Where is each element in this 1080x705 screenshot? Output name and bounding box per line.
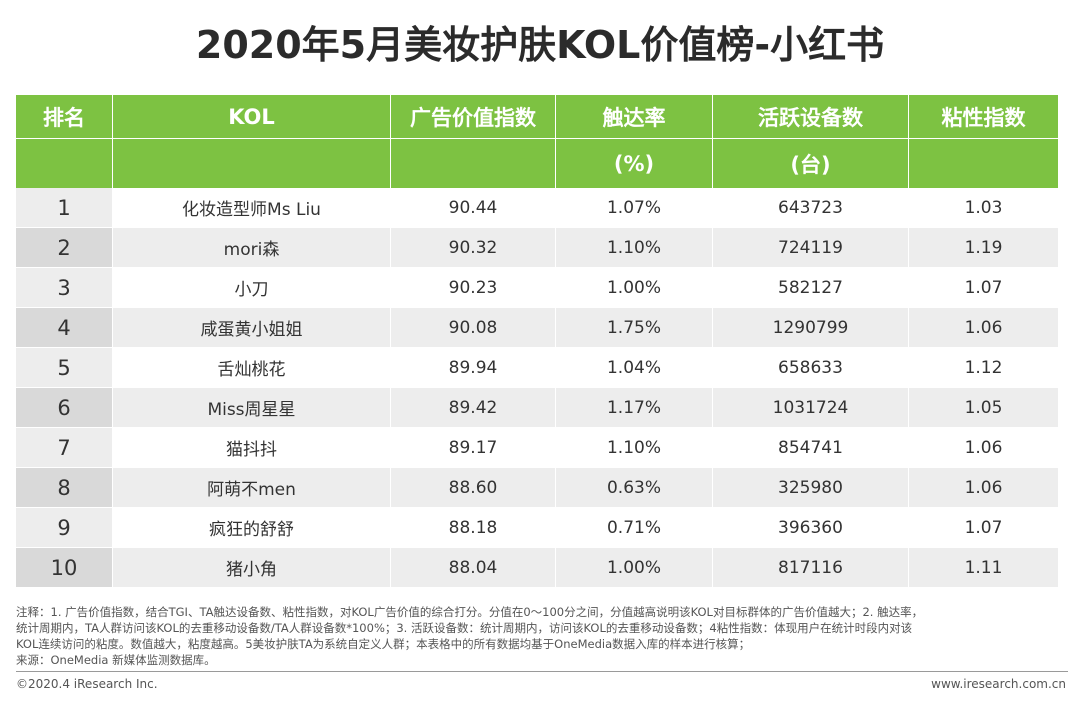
header-row: 排名 KOL 广告价值指数 触达率 活跃设备数 粘性指数: [16, 95, 1058, 139]
cell-kol: mori森: [113, 228, 391, 268]
cell-rank: 9: [16, 508, 113, 548]
cell-ad-value: 88.60: [391, 468, 556, 508]
footnotes: 注释：1. 广告价值指数，结合TGI、TA触达设备数、粘性指数，对KOL广告价值…: [16, 604, 1066, 668]
cell-devices: 1031724: [713, 388, 909, 428]
cell-rank: 2: [16, 228, 113, 268]
cell-devices: 658633: [713, 348, 909, 388]
cell-kol: 疯狂的舒舒: [113, 508, 391, 548]
table-row: 2 mori森 90.32 1.10% 724119 1.19: [16, 228, 1058, 268]
cell-reach: 1.04%: [556, 348, 713, 388]
cell-ad-value: 89.94: [391, 348, 556, 388]
cell-stickiness: 1.06: [909, 308, 1058, 348]
table-row: 6 Miss周星星 89.42 1.17% 1031724 1.05: [16, 388, 1058, 428]
cell-stickiness: 1.03: [909, 188, 1058, 228]
cell-devices: 724119: [713, 228, 909, 268]
table-header: 排名 KOL 广告价值指数 触达率 活跃设备数 粘性指数 (%) (台): [16, 95, 1058, 188]
table-row: 1 化妆造型师Ms Liu 90.44 1.07% 643723 1.03: [16, 188, 1058, 228]
cell-rank: 3: [16, 268, 113, 308]
source-line: 来源：OneMedia 新媒体监测数据库。: [16, 653, 216, 667]
website-link[interactable]: www.iresearch.com.cn: [931, 677, 1066, 691]
cell-stickiness: 1.11: [909, 548, 1058, 588]
cell-rank: 10: [16, 548, 113, 588]
cell-kol: 化妆造型师Ms Liu: [113, 188, 391, 228]
cell-kol: 舌灿桃花: [113, 348, 391, 388]
cell-kol: 咸蛋黄小姐姐: [113, 308, 391, 348]
cell-reach: 0.71%: [556, 508, 713, 548]
table-row: 5 舌灿桃花 89.94 1.04% 658633 1.12: [16, 348, 1058, 388]
cell-stickiness: 1.05: [909, 388, 1058, 428]
cell-rank: 4: [16, 308, 113, 348]
table-row: 7 猫抖抖 89.17 1.10% 854741 1.06: [16, 428, 1058, 468]
cell-kol: 小刀: [113, 268, 391, 308]
copyright-text: ©2020.4 iResearch Inc.: [16, 677, 158, 691]
cell-reach: 1.17%: [556, 388, 713, 428]
cell-devices: 854741: [713, 428, 909, 468]
table-row: 8 阿萌不men 88.60 0.63% 325980 1.06: [16, 468, 1058, 508]
header-stickiness: 粘性指数: [909, 95, 1058, 139]
cell-devices: 325980: [713, 468, 909, 508]
cell-ad-value: 88.04: [391, 548, 556, 588]
cell-kol: 猪小角: [113, 548, 391, 588]
cell-ad-value: 90.23: [391, 268, 556, 308]
table-body: 1 化妆造型师Ms Liu 90.44 1.07% 643723 1.03 2 …: [16, 188, 1058, 588]
header-devices: 活跃设备数: [713, 95, 909, 139]
cell-stickiness: 1.12: [909, 348, 1058, 388]
footer-divider: [16, 671, 1068, 672]
cell-reach: 1.07%: [556, 188, 713, 228]
cell-ad-value: 89.42: [391, 388, 556, 428]
header-rank: 排名: [16, 95, 113, 139]
header-kol: KOL: [113, 95, 391, 139]
cell-kol: Miss周星星: [113, 388, 391, 428]
cell-reach: 1.10%: [556, 228, 713, 268]
table-row: 9 疯狂的舒舒 88.18 0.71% 396360 1.07: [16, 508, 1058, 548]
cell-rank: 8: [16, 468, 113, 508]
cell-kol: 猫抖抖: [113, 428, 391, 468]
cell-devices: 396360: [713, 508, 909, 548]
kol-ranking-table: 排名 KOL 广告价值指数 触达率 活跃设备数 粘性指数 (%) (台) 1 化…: [16, 95, 1058, 588]
cell-stickiness: 1.06: [909, 468, 1058, 508]
cell-reach: 0.63%: [556, 468, 713, 508]
table-row: 4 咸蛋黄小姐姐 90.08 1.75% 1290799 1.06: [16, 308, 1058, 348]
cell-devices: 643723: [713, 188, 909, 228]
footnote-line: 统计周期内，TA人群访问该KOL的去重移动设备数/TA人群设备数*100%；3.…: [16, 621, 913, 635]
cell-devices: 1290799: [713, 308, 909, 348]
unit-ad-value: [391, 139, 556, 188]
cell-reach: 1.75%: [556, 308, 713, 348]
cell-stickiness: 1.07: [909, 508, 1058, 548]
cell-ad-value: 88.18: [391, 508, 556, 548]
cell-rank: 5: [16, 348, 113, 388]
cell-ad-value: 90.32: [391, 228, 556, 268]
cell-devices: 582127: [713, 268, 909, 308]
cell-stickiness: 1.19: [909, 228, 1058, 268]
cell-devices: 817116: [713, 548, 909, 588]
cell-rank: 1: [16, 188, 113, 228]
cell-reach: 1.10%: [556, 428, 713, 468]
cell-rank: 6: [16, 388, 113, 428]
page-title: 2020年5月美妆护肤KOL价值榜-小红书: [195, 23, 885, 67]
cell-reach: 1.00%: [556, 548, 713, 588]
cell-stickiness: 1.06: [909, 428, 1058, 468]
unit-stickiness: [909, 139, 1058, 188]
cell-rank: 7: [16, 428, 113, 468]
footnote-line: KOL连续访问的粘度。数值越大，粘度越高。5美妆护肤TA为系统自定义人群；本表格…: [16, 637, 751, 651]
cell-kol: 阿萌不men: [113, 468, 391, 508]
cell-ad-value: 90.08: [391, 308, 556, 348]
cell-reach: 1.00%: [556, 268, 713, 308]
header-reach: 触达率: [556, 95, 713, 139]
footnote-line: 注释：1. 广告价值指数，结合TGI、TA触达设备数、粘性指数，对KOL广告价值…: [16, 605, 924, 619]
table-row: 10 猪小角 88.04 1.00% 817116 1.11: [16, 548, 1058, 588]
cell-ad-value: 89.17: [391, 428, 556, 468]
table-row: 3 小刀 90.23 1.00% 582127 1.07: [16, 268, 1058, 308]
header-unit-row: (%) (台): [16, 139, 1058, 188]
unit-rank: [16, 139, 113, 188]
unit-reach: (%): [556, 139, 713, 188]
unit-devices: (台): [713, 139, 909, 188]
cell-ad-value: 90.44: [391, 188, 556, 228]
unit-kol: [113, 139, 391, 188]
header-ad-value: 广告价值指数: [391, 95, 556, 139]
cell-stickiness: 1.07: [909, 268, 1058, 308]
